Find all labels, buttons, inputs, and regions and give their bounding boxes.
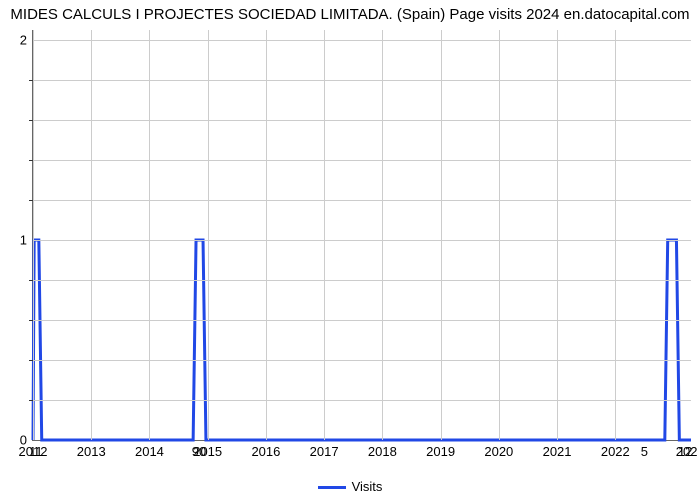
- grid-v: [382, 30, 383, 440]
- chart-title: MIDES CALCULS I PROJECTES SOCIEDAD LIMIT…: [0, 6, 700, 23]
- x-tick-label: 2013: [77, 444, 106, 459]
- x-tick-label: 2022: [601, 444, 630, 459]
- grid-h-minor: [33, 280, 691, 281]
- legend-swatch: [318, 486, 346, 489]
- grid-h-minor: [33, 120, 691, 121]
- grid-v: [91, 30, 92, 440]
- count-label: 11: [29, 444, 43, 459]
- grid-h: [33, 40, 691, 41]
- plot-area: 0122012201320142015201620172018201920202…: [32, 30, 691, 441]
- legend: Visits: [0, 479, 700, 494]
- x-tick-label: 2017: [310, 444, 339, 459]
- grid-h-minor: [33, 200, 691, 201]
- grid-v: [557, 30, 558, 440]
- count-label: 90: [192, 444, 206, 459]
- count-label: 5: [641, 444, 648, 459]
- count-label: 12: [678, 444, 692, 459]
- grid-v: [441, 30, 442, 440]
- x-tick-label: 2020: [484, 444, 513, 459]
- grid-v: [499, 30, 500, 440]
- chart-container: MIDES CALCULS I PROJECTES SOCIEDAD LIMIT…: [0, 0, 700, 500]
- grid-v: [149, 30, 150, 440]
- x-tick-label: 2021: [543, 444, 572, 459]
- x-tick-label: 2016: [251, 444, 280, 459]
- grid-h-minor: [33, 360, 691, 361]
- y-tick-label: 1: [20, 233, 27, 248]
- grid-h: [33, 240, 691, 241]
- grid-v: [615, 30, 616, 440]
- legend-label: Visits: [352, 479, 383, 494]
- y-tick-label: 2: [20, 33, 27, 48]
- grid-v: [324, 30, 325, 440]
- grid-v: [33, 30, 34, 440]
- grid-h-minor: [33, 160, 691, 161]
- grid-v: [208, 30, 209, 440]
- visits-line: [33, 30, 691, 440]
- grid-v: [266, 30, 267, 440]
- x-tick-label: 2018: [368, 444, 397, 459]
- grid-h-minor: [33, 80, 691, 81]
- grid-h-minor: [33, 400, 691, 401]
- x-tick-label: 2019: [426, 444, 455, 459]
- x-tick-label: 2014: [135, 444, 164, 459]
- grid-h-minor: [33, 320, 691, 321]
